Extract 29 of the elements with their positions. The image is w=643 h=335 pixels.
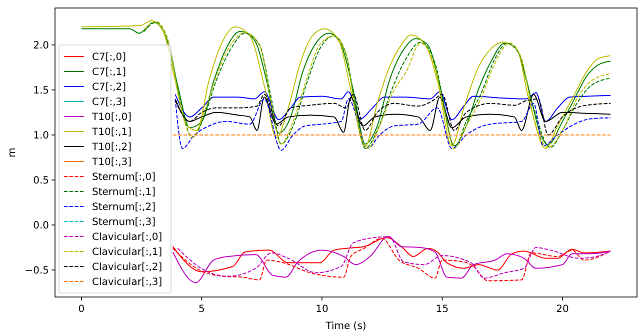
x-tick-label: 15: [436, 304, 449, 315]
x-tick-label: 5: [198, 304, 205, 315]
y-tick-label: 0.0: [33, 220, 49, 232]
legend-label: Sternum[:,0]: [92, 172, 156, 183]
legend-label: C7[:,0]: [92, 52, 126, 63]
legend-label: C7[:,2]: [92, 82, 126, 93]
legend-label: C7[:,3]: [92, 97, 126, 108]
legend-label: Sternum[:,1]: [92, 187, 156, 198]
x-axis-title: Time (s): [324, 321, 366, 332]
legend-label: Clavicular[:,1]: [92, 247, 162, 258]
y-axis-title: m: [7, 148, 18, 158]
legend-label: T10[:,0]: [91, 112, 132, 123]
x-tick-label: 0: [78, 304, 85, 315]
legend-label: T10[:,2]: [91, 142, 132, 153]
y-tick-label: 2.0: [33, 40, 49, 52]
legend-label: C7[:,1]: [92, 67, 126, 78]
y-tick-label: 1.0: [33, 130, 49, 142]
legend-label: Clavicular[:,0]: [92, 232, 162, 243]
legend-label: T10[:,3]: [91, 157, 132, 168]
x-tick-label: 20: [556, 304, 569, 315]
x-tick-label: 10: [316, 304, 328, 315]
y-tick-label: 0.5: [33, 175, 49, 186]
legend-label: Clavicular[:,2]: [92, 262, 162, 273]
legend-label: Sternum[:,3]: [92, 217, 156, 228]
y-tick-label: 1.5: [33, 85, 49, 96]
legend-label: Sternum[:,2]: [92, 202, 156, 213]
legend-label: T10[:,1]: [91, 127, 132, 138]
legend-label: Clavicular[:,3]: [92, 277, 162, 288]
y-tick-label: −0.5: [24, 265, 49, 276]
